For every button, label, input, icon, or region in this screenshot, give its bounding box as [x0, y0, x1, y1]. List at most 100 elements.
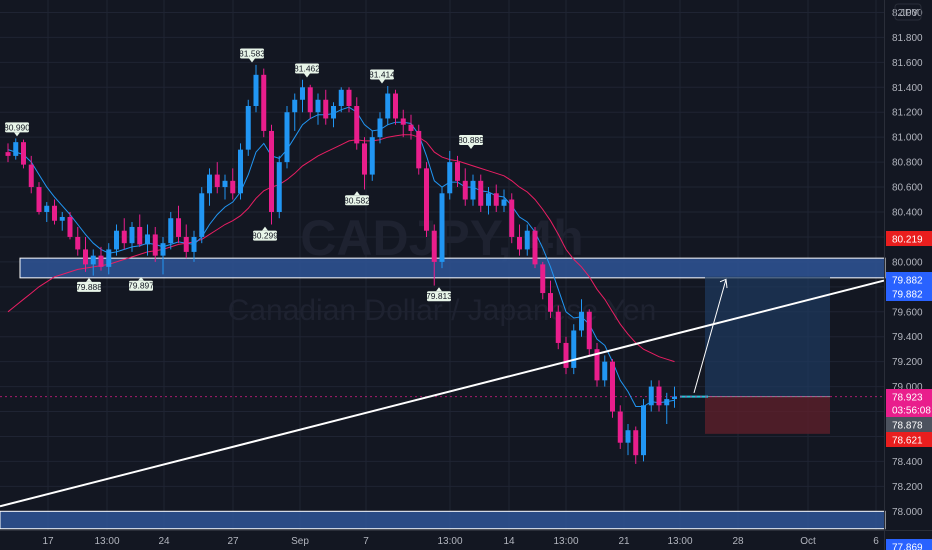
pivot-label: 79.813 — [426, 287, 452, 302]
candle — [625, 424, 631, 456]
candle-body — [137, 226, 143, 245]
candle-body — [160, 243, 166, 256]
candle — [540, 261, 546, 300]
candle-body — [648, 386, 654, 406]
candle — [152, 226, 158, 262]
candle-body — [408, 124, 414, 131]
price-tick-label: 80.800 — [892, 158, 923, 169]
time-axis[interactable]: 17 13:00 24 27 Sep 7 13:00 14 13:00 21 13:00 28 Oct 6 — [0, 530, 932, 548]
candle-body — [571, 330, 577, 368]
candle-body — [346, 89, 352, 106]
candle — [385, 86, 391, 125]
pivot-value: 81.583 — [239, 48, 265, 58]
candle-body — [493, 193, 499, 206]
candle — [416, 124, 422, 175]
price-tick-label: 78.200 — [892, 482, 923, 493]
trendline[interactable] — [0, 279, 885, 508]
candle — [21, 139, 26, 169]
candle — [67, 212, 73, 240]
time-tick-label: 6 — [873, 536, 879, 547]
price-zones[interactable] — [0, 257, 886, 530]
candle — [408, 114, 414, 140]
candle-body — [641, 405, 646, 456]
pivot-box — [240, 48, 264, 59]
candle — [338, 87, 344, 113]
candle-body — [617, 411, 623, 443]
candle-body — [114, 230, 119, 250]
price-tick-label: 81.600 — [892, 58, 923, 69]
price-tick-label: 81.800 — [892, 33, 923, 44]
pivot-value: 79.888 — [76, 282, 102, 292]
pivot-box — [345, 195, 369, 206]
candle-body — [486, 193, 491, 206]
candle-body — [532, 230, 538, 265]
candle-body — [98, 255, 104, 267]
candle — [462, 168, 468, 206]
candle — [354, 97, 360, 150]
ascending-trendline[interactable] — [0, 279, 885, 508]
currency-box[interactable] — [894, 3, 922, 21]
price-badge: 79.882 — [886, 272, 932, 287]
candle-body — [672, 396, 677, 400]
position-stop-area[interactable] — [705, 396, 830, 434]
candle — [300, 79, 305, 113]
candle-body — [509, 199, 515, 237]
price-badge-text: 03:56:08 — [892, 406, 931, 417]
support-zone[interactable] — [0, 510, 886, 530]
price-badge-text: 78.878 — [892, 421, 923, 432]
candle — [176, 205, 181, 244]
candle — [656, 380, 662, 412]
candle-body — [307, 87, 313, 113]
candle — [672, 386, 677, 408]
price-tick-label: 78.000 — [892, 507, 923, 518]
pivot-label: 81.462 — [294, 63, 320, 78]
pivot-label: 79.888 — [76, 277, 102, 292]
price-badge-bg — [886, 417, 932, 432]
candle — [13, 138, 19, 160]
price-badge-bg — [886, 539, 932, 550]
time-tick-label: 13:00 — [553, 536, 578, 547]
candle — [245, 99, 251, 156]
candle — [145, 224, 150, 256]
candle — [594, 342, 600, 387]
candle-body — [462, 180, 468, 200]
pivot-pointer — [304, 73, 310, 78]
candle — [470, 174, 476, 206]
candle-body — [602, 361, 608, 381]
candle — [129, 221, 135, 252]
long-position-tool[interactable] — [0, 276, 884, 434]
candle — [586, 309, 592, 356]
time-tick-label: 7 — [363, 536, 369, 547]
candle-body — [191, 236, 197, 252]
candle-body — [276, 162, 282, 212]
price-badge-bg — [886, 231, 932, 246]
candle-body — [67, 216, 73, 237]
candle — [346, 87, 352, 113]
candles — [5, 64, 677, 464]
candle — [641, 399, 646, 462]
time-tick-label: Oct — [800, 536, 816, 547]
candle-body — [90, 255, 96, 265]
candle — [555, 305, 561, 350]
resistance-zone[interactable] — [19, 257, 886, 279]
price-badges: 80.219 79.882 79.882 78.923 03:56:08 78.878 78… — [886, 231, 932, 550]
position-target-area[interactable] — [705, 276, 830, 397]
pivot-label: 80.889 — [458, 135, 484, 150]
candle — [114, 224, 119, 256]
candle — [393, 89, 398, 125]
candle — [369, 130, 375, 181]
candle-body — [524, 230, 530, 250]
pivot-value: 81.414 — [369, 70, 395, 80]
price-tick-label: 78.400 — [892, 457, 923, 468]
candle-body — [36, 187, 42, 212]
price-badge-text: 77.869 — [892, 543, 923, 550]
candle — [633, 426, 639, 464]
candle-body — [75, 236, 81, 250]
candle — [664, 392, 670, 424]
candle — [207, 168, 212, 206]
currency-label: JPY — [900, 8, 919, 19]
price-tick-label: 79.000 — [892, 382, 923, 393]
pivot-pointer — [14, 132, 20, 137]
price-tick-label: 80.600 — [892, 183, 923, 194]
